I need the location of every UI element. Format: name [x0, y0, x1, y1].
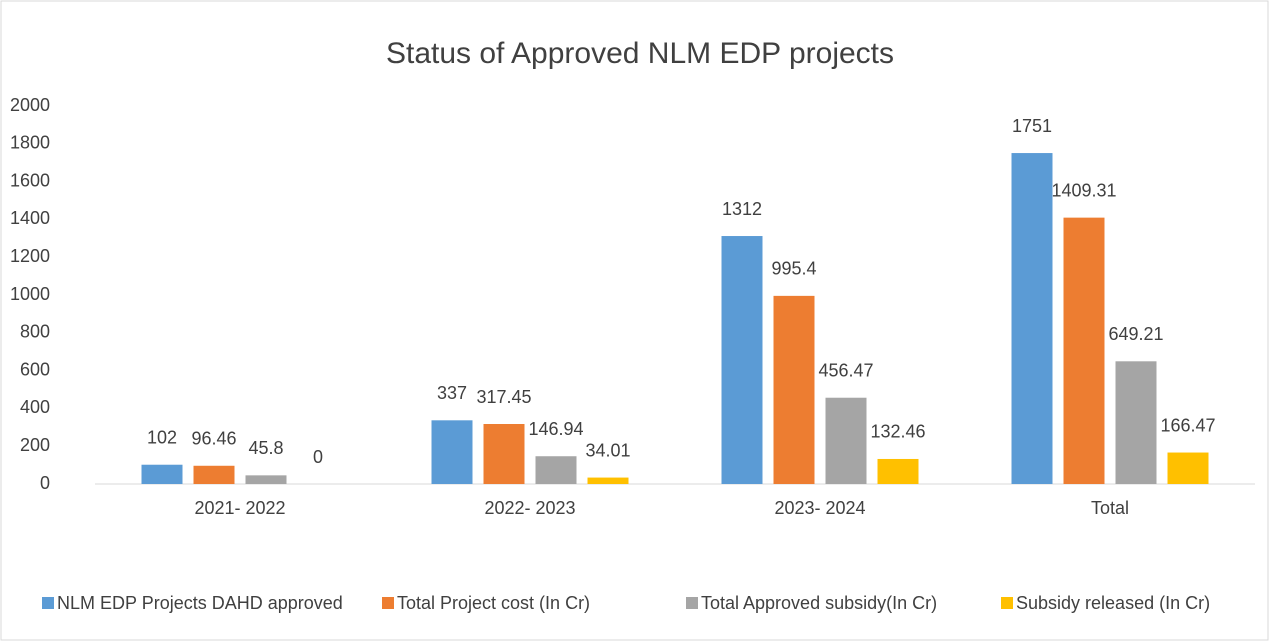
- bar: [825, 397, 867, 484]
- data-label: 102: [147, 427, 177, 447]
- bar: [877, 458, 919, 484]
- data-label: 0: [313, 447, 323, 467]
- bar: [1115, 361, 1157, 484]
- data-label: 649.21: [1108, 324, 1163, 344]
- data-label: 96.46: [191, 429, 236, 449]
- data-label: 995.4: [771, 259, 816, 279]
- bar: [1011, 153, 1053, 484]
- y-tick-label: 2000: [10, 95, 50, 115]
- y-tick-label: 1600: [10, 170, 50, 190]
- data-label: 132.46: [870, 422, 925, 442]
- y-tick-label: 0: [40, 473, 50, 493]
- bar: [483, 424, 525, 484]
- chart-title: Status of Approved NLM EDP projects: [386, 37, 894, 70]
- y-tick-label: 800: [20, 322, 50, 342]
- y-tick-label: 400: [20, 397, 50, 417]
- data-label: 317.45: [476, 387, 531, 407]
- bar: [773, 295, 815, 484]
- data-label: 1312: [722, 199, 762, 219]
- y-tick-label: 200: [20, 435, 50, 455]
- legend-label: Total Approved subsidy(In Cr): [701, 593, 937, 613]
- data-label: 166.47: [1160, 415, 1215, 435]
- data-label: 146.94: [528, 419, 583, 439]
- legend-label: Total Project cost (In Cr): [397, 593, 590, 613]
- data-label: 456.47: [818, 360, 873, 380]
- x-tick-label: 2022- 2023: [484, 498, 575, 518]
- data-label: 1751: [1012, 116, 1052, 136]
- legend-swatch: [686, 597, 698, 609]
- data-label: 337: [437, 383, 467, 403]
- bar: [535, 456, 577, 484]
- legend-label: Subsidy released (In Cr): [1016, 593, 1210, 613]
- legend-swatch: [42, 597, 54, 609]
- legend-label: NLM EDP Projects DAHD approved: [57, 593, 343, 613]
- bar: [431, 420, 473, 484]
- y-tick-label: 600: [20, 359, 50, 379]
- y-tick-label: 1400: [10, 208, 50, 228]
- data-label: 1409.31: [1051, 180, 1116, 200]
- y-tick-label: 1800: [10, 133, 50, 153]
- data-label: 34.01: [585, 440, 630, 460]
- x-tick-label: Total: [1091, 498, 1129, 518]
- y-tick-label: 1200: [10, 246, 50, 266]
- bar: [1063, 217, 1105, 484]
- x-tick-label: 2021- 2022: [194, 498, 285, 518]
- bar: [245, 475, 287, 484]
- bar: [587, 477, 629, 484]
- bar: [1167, 452, 1209, 484]
- bar: [193, 465, 235, 484]
- y-tick-label: 1000: [10, 284, 50, 304]
- legend-swatch: [1001, 597, 1013, 609]
- x-tick-label: 2023- 2024: [774, 498, 865, 518]
- legend-swatch: [382, 597, 394, 609]
- bar: [141, 464, 183, 484]
- data-label: 45.8: [248, 438, 283, 458]
- bar: [721, 236, 763, 484]
